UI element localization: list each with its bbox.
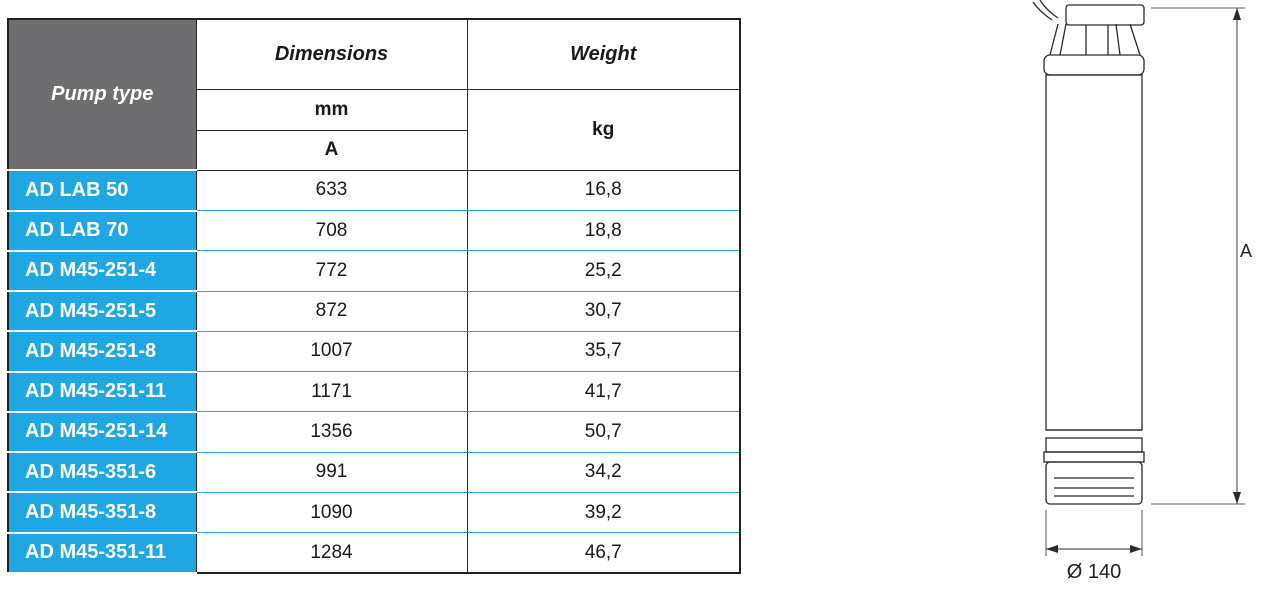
pump-type-cell: AD LAB 70 — [8, 209, 197, 252]
diameter-label: Ø 140 — [1067, 561, 1121, 583]
dimension-a-cell: 708 — [195, 210, 468, 252]
pump-intake-screen — [1045, 461, 1143, 505]
pump-head-flange — [1065, 4, 1145, 26]
weight-cell: 50,7 — [466, 411, 741, 453]
dimension-symbol: A — [195, 129, 468, 171]
dimension-a-cell: 1171 — [195, 371, 468, 413]
height-label: A — [1240, 241, 1252, 261]
weight-cell: 46,7 — [466, 532, 741, 574]
pump-body — [1045, 74, 1143, 431]
pump-type-header: Pump type — [7, 18, 197, 171]
table-row: AD M45-251-4 772 25,2 — [8, 249, 741, 293]
table-row: AD M45-251-5 872 30,7 — [8, 290, 741, 333]
weight-cell: 34,2 — [466, 451, 741, 493]
table-row: AD M45-351-6 991 34,2 — [8, 451, 741, 494]
weight-cell: 18,8 — [466, 210, 741, 252]
pump-type-cell: AD M45-251-14 — [8, 410, 197, 454]
dimension-a-cell: 1090 — [195, 491, 468, 534]
pump-type-cell: AD M45-351-8 — [8, 491, 197, 534]
pump-type-cell: AD LAB 50 — [8, 169, 197, 212]
weight-unit: kg — [466, 89, 741, 171]
pump-upper-collar — [1043, 54, 1145, 76]
table-row: AD M45-251-11 1171 41,7 — [8, 370, 741, 413]
dimension-a-cell: 633 — [195, 169, 468, 212]
weight-cell: 35,7 — [466, 330, 741, 373]
table-row: AD LAB 50 633 16,8 — [8, 169, 741, 212]
pump-spec-table: Pump type Dimensions Weight mm kg A AD L… — [7, 18, 741, 575]
weight-cell: 25,2 — [466, 250, 741, 292]
table-row: AD LAB 70 708 18,8 — [8, 209, 741, 252]
table-row: AD M45-251-14 1356 50,7 — [8, 410, 741, 454]
dimension-a-cell: 991 — [195, 451, 468, 493]
pump-type-cell: AD M45-251-5 — [8, 290, 197, 333]
pump-dimension-drawing: A Ø 140 — [1032, 0, 1252, 583]
dimensions-unit: mm — [195, 89, 468, 131]
dimension-a-cell: 1356 — [195, 411, 468, 453]
pump-type-cell: AD M45-351-6 — [8, 451, 197, 494]
dimensions-header: Dimensions — [195, 18, 468, 91]
weight-cell: 41,7 — [466, 371, 741, 413]
pump-type-cell: AD M45-251-8 — [8, 330, 197, 373]
table-row: AD M45-351-11 1284 46,7 — [8, 531, 741, 575]
dimension-a-cell: 872 — [195, 290, 468, 332]
dimension-a-cell: 1007 — [195, 330, 468, 373]
pump-type-cell: AD M45-351-11 — [8, 531, 197, 575]
pump-type-cell: AD M45-251-11 — [8, 370, 197, 413]
table-row: AD M45-251-8 1007 35,7 — [8, 330, 741, 373]
dimension-a-cell: 1284 — [195, 532, 468, 574]
dimension-a-cell: 772 — [195, 250, 468, 292]
weight-cell: 16,8 — [466, 169, 741, 212]
weight-cell: 39,2 — [466, 491, 741, 534]
weight-header: Weight — [466, 18, 741, 91]
weight-cell: 30,7 — [466, 290, 741, 332]
table-row: AD M45-351-8 1090 39,2 — [8, 491, 741, 534]
pump-type-cell: AD M45-251-4 — [8, 249, 197, 293]
